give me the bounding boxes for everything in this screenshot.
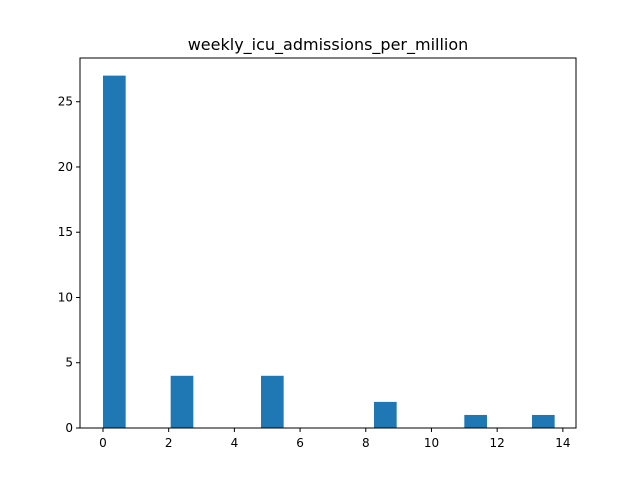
y-tick-label: 10 <box>58 290 73 304</box>
y-tick-label: 15 <box>58 225 73 239</box>
x-tick-label: 12 <box>490 436 505 450</box>
chart-title: weekly_icu_admissions_per_million <box>188 35 469 55</box>
y-axis: 0 5 10 15 20 25 <box>58 95 80 435</box>
x-tick-label: 8 <box>362 436 370 450</box>
bar-0 <box>102 75 126 428</box>
x-tick-label: 0 <box>99 436 107 450</box>
bar-2 <box>260 375 284 428</box>
x-tick-label: 6 <box>296 436 304 450</box>
bar-1 <box>170 375 194 428</box>
x-tick-label: 2 <box>165 436 173 450</box>
x-tick-label: 4 <box>231 436 239 450</box>
bars-group <box>102 75 555 428</box>
y-tick-label: 25 <box>58 95 73 109</box>
bar-3 <box>373 401 397 428</box>
plot-frame <box>79 57 577 429</box>
y-tick-label: 0 <box>65 421 73 435</box>
y-tick-label: 5 <box>65 356 73 370</box>
y-tick-label: 20 <box>58 160 73 174</box>
bar-4 <box>464 414 487 428</box>
x-axis: 0 2 4 6 8 10 12 14 <box>99 428 571 450</box>
bar-5 <box>531 414 555 428</box>
x-tick-label: 10 <box>424 436 439 450</box>
x-tick-label: 14 <box>555 436 570 450</box>
